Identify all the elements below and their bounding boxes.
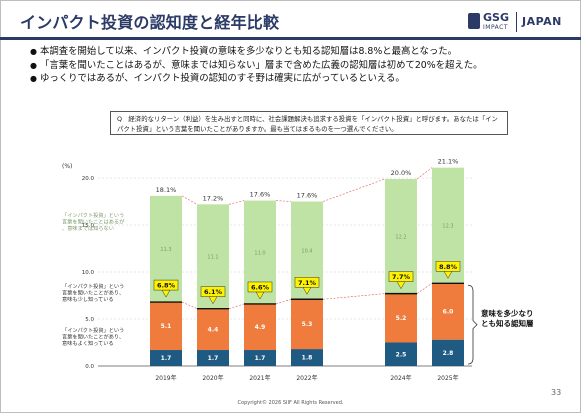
awareness-annotation-label: 意味を多少なりとも知る認知層 bbox=[481, 308, 534, 328]
page-number: 33 bbox=[551, 388, 562, 397]
bullet-item: 本調査を開始して以来、インパクト投資の意味を多少なりとも知る認知層は8.8%と最… bbox=[30, 45, 560, 59]
survey-question-box: Q 経済的なリターン（利益）を生み出すと同時に、社会課題解決も追求する投資を「イ… bbox=[110, 111, 508, 135]
bar-value-label: 10.4 bbox=[301, 248, 312, 254]
bar-value-label: 5.1 bbox=[161, 323, 172, 330]
bar-segment bbox=[150, 350, 182, 366]
summary-bullets: 本調査を開始して以来、インパクト投資の意味を多少なりとも知る認知層は8.8%と最… bbox=[30, 45, 560, 86]
y-tick-label: 20.0 bbox=[82, 176, 95, 182]
bar-value-label: 11.1 bbox=[207, 254, 218, 260]
awareness-callout-box bbox=[294, 277, 320, 288]
bar-total-label: 21.1% bbox=[438, 158, 459, 166]
bullet-item: ゆっくりではあるが、インパクト投資の認知のすそ野は確実に広がっているといえる。 bbox=[30, 72, 560, 86]
awareness-connector-line bbox=[416, 283, 433, 294]
bar-value-label: 4.9 bbox=[255, 324, 266, 331]
total-connector-line bbox=[181, 195, 198, 205]
gsg-impact-japan-logo: GSG IMPACT JAPAN bbox=[468, 11, 572, 35]
bar-value-label: 4.4 bbox=[208, 326, 219, 333]
awareness-connector-line bbox=[228, 303, 245, 309]
logo-japan-text: JAPAN bbox=[522, 15, 562, 28]
bar-segment bbox=[385, 342, 417, 366]
bar-total-label: 17.6% bbox=[297, 192, 318, 200]
total-connector-line bbox=[416, 167, 433, 180]
x-tick-label: 2022年 bbox=[296, 374, 317, 382]
awareness-callout-box bbox=[388, 271, 414, 282]
bar-value-label: 5.2 bbox=[396, 315, 407, 322]
gsg-logo-icon bbox=[468, 13, 480, 29]
bar-value-label: 1.7 bbox=[255, 355, 266, 362]
total-connector-line bbox=[275, 200, 292, 202]
awareness-connector-line bbox=[322, 293, 386, 300]
bar-value-label: 12.2 bbox=[395, 234, 406, 240]
series-label: 「インパクト投資」という言葉を聞いたことがあり、意味もよく知っている bbox=[62, 326, 124, 347]
bar-value-label: 6.0 bbox=[443, 308, 454, 315]
bar-total-label: 17.2% bbox=[203, 194, 224, 202]
bar-segment bbox=[385, 293, 417, 343]
series-label: 「インパクト投資」という言葉を聞いたことがあり、意味も少し知っている bbox=[62, 282, 124, 303]
bar-segment bbox=[244, 303, 276, 351]
logo-gsg-text: GSG bbox=[483, 11, 509, 24]
awareness-callout-label: 7.7% bbox=[392, 273, 411, 281]
awareness-callout-box bbox=[435, 261, 461, 272]
total-connector-line bbox=[322, 178, 386, 202]
bullet-item: 「言葉を聞いたことはあるが、意味までは知らない」層まで含めた広義の認知層は初めて… bbox=[30, 59, 560, 73]
x-tick-label: 2020年 bbox=[202, 374, 223, 382]
bar-total-label: 18.1% bbox=[156, 186, 177, 194]
bar-segment bbox=[244, 350, 276, 366]
awareness-callout-label: 6.6% bbox=[251, 283, 270, 291]
bar-segment bbox=[197, 350, 229, 366]
bar-value-label: 2.5 bbox=[396, 351, 407, 358]
x-tick-label: 2021年 bbox=[249, 374, 270, 382]
series-label: 「インパクト投資」という言葉を聞いたことはあるが、意味までは知らない bbox=[62, 211, 125, 232]
bar-segment bbox=[432, 339, 464, 366]
awareness-callout-label: 8.8% bbox=[439, 263, 458, 271]
bar-segment bbox=[291, 299, 323, 350]
awareness-callout-label: 7.1% bbox=[298, 279, 317, 287]
bar-value-label: 1.7 bbox=[161, 355, 172, 362]
bar-value-label: 2.8 bbox=[443, 350, 454, 357]
bar-value-label: 11.0 bbox=[254, 250, 265, 256]
bar-total-label: 17.6% bbox=[250, 191, 271, 199]
bar-value-label: 11.3 bbox=[160, 247, 171, 253]
x-tick-label: 2024年 bbox=[390, 374, 411, 382]
title-rule bbox=[0, 37, 581, 40]
bar-total-label: 20.0% bbox=[391, 169, 412, 177]
bar-segment bbox=[150, 302, 182, 351]
awareness-callout-box bbox=[247, 281, 273, 293]
bar-value-label: 1.8 bbox=[302, 355, 313, 362]
bar-segment bbox=[197, 308, 229, 351]
awareness-callout-label: 6.8% bbox=[157, 282, 176, 290]
y-tick-label: 0.0 bbox=[85, 364, 94, 370]
awareness-callout-box bbox=[200, 286, 226, 297]
y-tick-label: 10.0 bbox=[82, 270, 95, 276]
bar-value-label: 12.3 bbox=[442, 223, 453, 229]
logo-separator bbox=[516, 12, 517, 32]
awareness-connector-line bbox=[275, 298, 292, 305]
awareness-connector-line bbox=[181, 301, 198, 309]
total-connector-line bbox=[228, 200, 245, 205]
bar-segment bbox=[432, 283, 464, 340]
bar-segment bbox=[291, 349, 323, 366]
y-axis-unit: (%) bbox=[62, 163, 72, 170]
logo-impact-text: IMPACT bbox=[483, 24, 509, 31]
awareness-bracket bbox=[467, 284, 478, 365]
awareness-callout-box bbox=[153, 279, 179, 291]
slide-title: インパクト投資の認知度と経年比較 bbox=[20, 13, 280, 32]
y-tick-label: 15.0 bbox=[82, 223, 95, 229]
x-tick-label: 2019年 bbox=[155, 374, 176, 382]
x-tick-label: 2025年 bbox=[437, 374, 458, 382]
y-tick-label: 5.0 bbox=[85, 317, 94, 323]
copyright-footer: Copyright© 2026 SIIF All Rights Reserved… bbox=[237, 400, 344, 406]
bar-value-label: 5.3 bbox=[302, 321, 313, 328]
awareness-callout-label: 6.1% bbox=[204, 288, 223, 296]
bar-value-label: 1.7 bbox=[208, 355, 219, 362]
